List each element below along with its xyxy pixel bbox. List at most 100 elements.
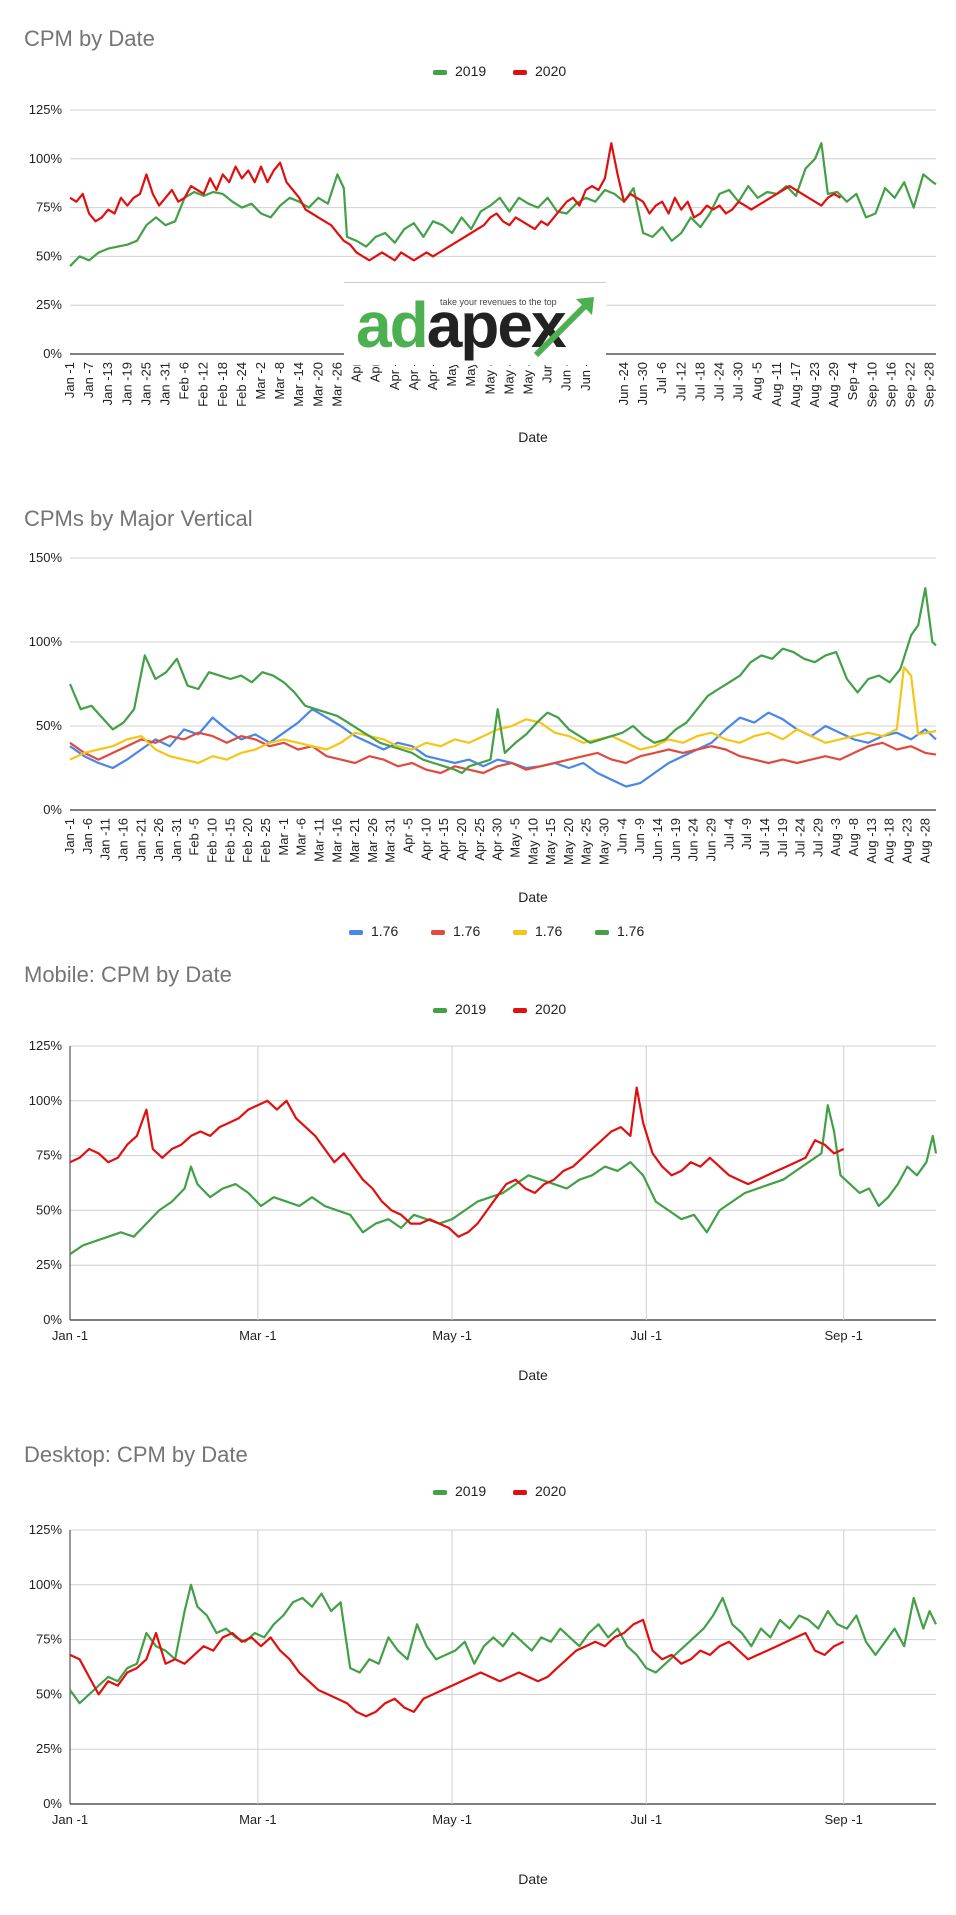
x-tick-label: May -1 (432, 1328, 472, 1343)
x-tick-label: Apr -30 (490, 818, 505, 861)
y-tick-label: 0% (43, 1796, 62, 1811)
x-tick-label: Mar -1 (239, 1812, 277, 1827)
x-tick-label: Apr -25 (472, 818, 487, 861)
x-tick-label: Mar -1 (239, 1328, 277, 1343)
x-tick-label: Mar -8 (272, 362, 287, 400)
x-tick-label: Jan -7 (81, 362, 96, 398)
chart-svg: 0% 25% 50% 75% 100% 125% Jan -1 Mar -1 May -1 Jul… (29, 1483, 937, 1887)
x-tick-label: Aug -28 (917, 818, 932, 864)
legend-label: 1.76 (371, 923, 398, 939)
x-tick-label: Jan -1 (62, 362, 77, 398)
y-tick-label: 125% (29, 1522, 63, 1537)
series-line-2 (69, 666, 937, 765)
x-tick-label: Jan -11 (98, 818, 113, 860)
chart-title: Desktop: CPM by Date (24, 1442, 248, 1467)
y-tick-label: 75% (36, 1148, 62, 1163)
y-tick-label: 100% (29, 1577, 63, 1592)
x-tick-label: Jun (540, 362, 555, 383)
chart-panel-mobile-cpm-by-date: Mobile: CPM by Date 0% 25% 50% 75% 100% 125% J… (0, 950, 956, 1420)
legend-swatch (433, 1490, 447, 1495)
x-tick-label: Mar -26 (329, 362, 344, 407)
legend-swatch (431, 930, 445, 935)
x-tick-label: May -15 (543, 818, 558, 865)
x-tick-label: Jul -24 (793, 818, 808, 857)
chart-title: CPM by Date (24, 26, 155, 51)
series-line-0 (69, 708, 937, 788)
x-tick-label: Sep -10 (864, 362, 879, 408)
legend-swatch (513, 70, 527, 75)
x-tick-label: Aug -3 (828, 818, 843, 856)
x-tick-label: Feb -12 (196, 362, 211, 407)
x-tick-label: Mar -31 (383, 818, 398, 863)
x-tick-label: Aug -23 (807, 362, 822, 408)
legend-swatch (513, 1008, 527, 1013)
x-tick-label: Jun -4 (614, 818, 629, 854)
x-tick-label: Jan -31 (169, 818, 184, 861)
x-tick-label: Jul -12 (673, 362, 688, 401)
y-tick-label: 0% (43, 346, 62, 361)
y-tick-label: 25% (36, 1257, 62, 1272)
x-tick-label: Mar -1 (276, 818, 291, 856)
x-tick-label: Jun -24 (616, 362, 631, 405)
legend-item-3: 1.76 (595, 923, 644, 939)
x-tick-label: Jul -24 (712, 362, 727, 401)
x-tick-label: Jun -24 (686, 818, 701, 861)
legend-label: 2019 (455, 1483, 486, 1499)
y-tick-label: 0% (43, 802, 62, 817)
y-tick-label: 50% (36, 248, 62, 263)
x-tick-label: May -5 (507, 818, 522, 858)
series-line-0 (69, 142, 937, 267)
y-tick-label: 50% (36, 1202, 62, 1217)
legend-label: 1.76 (617, 923, 644, 939)
x-tick-label: Jan -26 (151, 818, 166, 861)
x-tick-label: Jun - (559, 362, 574, 391)
x-tick-label: Jan -21 (133, 818, 148, 861)
x-tick-label: Feb -15 (222, 818, 237, 863)
x-tick-label: Jan -1 (52, 1328, 88, 1343)
x-tick-label: Feb -10 (205, 818, 220, 863)
x-tick-label: May (444, 362, 459, 387)
chart-svg: 0%50%100%150%Jan -1 Jan -6 Jan -11 Jan -16 J… (29, 550, 937, 939)
series-line-1 (69, 142, 842, 262)
x-axis-title: Date (518, 1871, 548, 1887)
x-tick-label: May -30 (597, 818, 612, 865)
chart-svg: 0% 25% 50% 75% 100% 125% Jan -1 Jan -7 Jan -13 Ja… (29, 63, 937, 445)
x-tick-label: Apr (349, 361, 364, 382)
y-tick-label: 125% (29, 102, 63, 117)
legend-label: 2020 (535, 63, 566, 79)
x-tick-label: May - (482, 362, 497, 395)
x-tick-label: Jan -25 (138, 362, 153, 405)
x-tick-label: Jan -1 (52, 1812, 88, 1827)
x-tick-label: Aug -18 (882, 818, 897, 864)
legend-label: 1.76 (535, 923, 562, 939)
x-tick-label: Jun -9 (632, 818, 647, 854)
x-tick-label: Apr (368, 361, 383, 382)
chart-title: Mobile: CPM by Date (24, 962, 232, 987)
y-tick-label: 0% (43, 1312, 62, 1327)
y-tick-label: 25% (36, 297, 62, 312)
y-tick-label: 50% (36, 718, 62, 733)
legend-item-1: 2020 (513, 1483, 566, 1499)
x-tick-label: Jul -14 (757, 818, 772, 857)
series-line-3 (68, 587, 937, 775)
x-tick-label: Sep -16 (883, 362, 898, 408)
x-tick-label: Jun - (578, 362, 593, 391)
x-tick-label: Feb -18 (215, 362, 230, 407)
legend-item-0: 2019 (433, 1001, 486, 1017)
logo-wordmark: adapex (356, 293, 567, 357)
x-tick-label: Sep -28 (922, 362, 937, 408)
x-tick-label: May - (520, 362, 535, 395)
x-tick-label: Jul -18 (692, 362, 707, 401)
y-tick-label: 25% (36, 1741, 62, 1756)
x-tick-label: Feb -20 (240, 818, 255, 863)
legend-item-1: 1.76 (431, 923, 480, 939)
legend-label: 2019 (455, 1001, 486, 1017)
x-tick-label: Jul -19 (775, 818, 790, 857)
chart-panel-cpm-by-date: CPM by Date 0% 25% 50% 75% 100% 125% Jan -1 Jan… (0, 0, 956, 460)
x-tick-label: Apr -10 (418, 818, 433, 861)
legend-label: 2020 (535, 1483, 566, 1499)
x-axis-title: Date (518, 1367, 548, 1383)
x-tick-label: Mar -21 (347, 818, 362, 863)
x-tick-label: Jun -29 (703, 818, 718, 861)
x-tick-label: Apr -20 (454, 818, 469, 861)
